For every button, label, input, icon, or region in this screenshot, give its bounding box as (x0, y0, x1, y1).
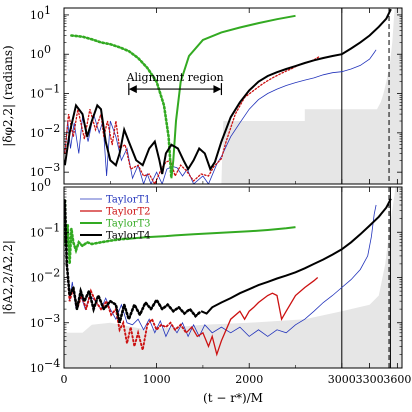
x-axis-label: (t − r*)/M (203, 391, 263, 405)
y-tick-label-exponent: −1 (44, 221, 60, 234)
annotation-text: Alignment region (126, 71, 224, 84)
legend-label-taylort4: TaylorT4 (106, 231, 151, 242)
y-tick-label-exponent: −3 (44, 161, 60, 174)
legend-label-taylort2: TaylorT2 (106, 207, 151, 218)
series-line-taylort2 (64, 56, 320, 184)
y-tick-label: 10 (30, 362, 44, 375)
series-line-taylort3-solid (128, 226, 296, 240)
y-axis-label: |δφ2,2| (radians) (1, 45, 15, 146)
series-line-taylort1 (64, 49, 377, 184)
y-tick-label-exponent: 0 (44, 43, 51, 56)
x-tick-label: 2000 (235, 373, 263, 386)
y-tick-label-exponent: −2 (44, 122, 60, 135)
y-tick-label-exponent: −1 (44, 83, 60, 96)
series-line-taylort2-dotted (64, 199, 188, 351)
legend-label-taylort1: TaylorT1 (106, 195, 151, 206)
annotation-arrowhead-left (128, 85, 137, 94)
legend-label-taylort3: TaylorT3 (106, 219, 151, 230)
x-tick-label: 3000 (328, 373, 356, 386)
shaded-region (64, 187, 402, 368)
y-tick-label-exponent: −2 (44, 267, 60, 280)
y-tick-label: 10 (30, 226, 44, 239)
y-tick-label-exponent: −3 (44, 312, 60, 325)
y-tick-label: 10 (30, 88, 44, 101)
series-group (64, 8, 392, 184)
y-tick-label: 10 (30, 9, 44, 22)
y-tick-label: 10 (30, 181, 44, 194)
y-tick-label: 10 (30, 317, 44, 330)
x-tick-label: 3600 (383, 373, 411, 386)
y-tick-label: 10 (30, 48, 44, 61)
series-line-taylort4 (64, 8, 392, 175)
x-tick-label: 3300 (356, 373, 384, 386)
series-line-taylort2-solid (185, 277, 319, 357)
y-tick-label-exponent: 1 (44, 4, 51, 17)
y-tick-label-exponent: −4 (44, 357, 60, 370)
annotation-arrowhead-right (213, 85, 222, 94)
y-axis-label: |δA2,2/A2,2| (1, 240, 15, 315)
x-tick-label: 0 (61, 373, 68, 386)
shaded-region (64, 8, 402, 184)
series-line-taylort3-dotted (64, 199, 131, 264)
panel-bottom: 10−410−310−210−110 0|δA2,2/A2,2|0 1000 2000… (1, 176, 411, 405)
y-tick-label: 10 (30, 166, 44, 179)
y-tick-label: 10 (30, 272, 44, 285)
series-line-taylort4-dotted (64, 199, 203, 324)
plot-frame (63, 7, 403, 185)
series-line-taylort3-dotted (70, 34, 173, 180)
series-line-taylort3-solid (170, 14, 296, 179)
y-tick-label-exponent: 0 (44, 176, 51, 189)
x-tick-label: 1000 (143, 373, 171, 386)
y-tick-label: 10 (30, 127, 44, 140)
series-line-taylort4-solid (200, 198, 392, 315)
series-group (64, 198, 392, 357)
